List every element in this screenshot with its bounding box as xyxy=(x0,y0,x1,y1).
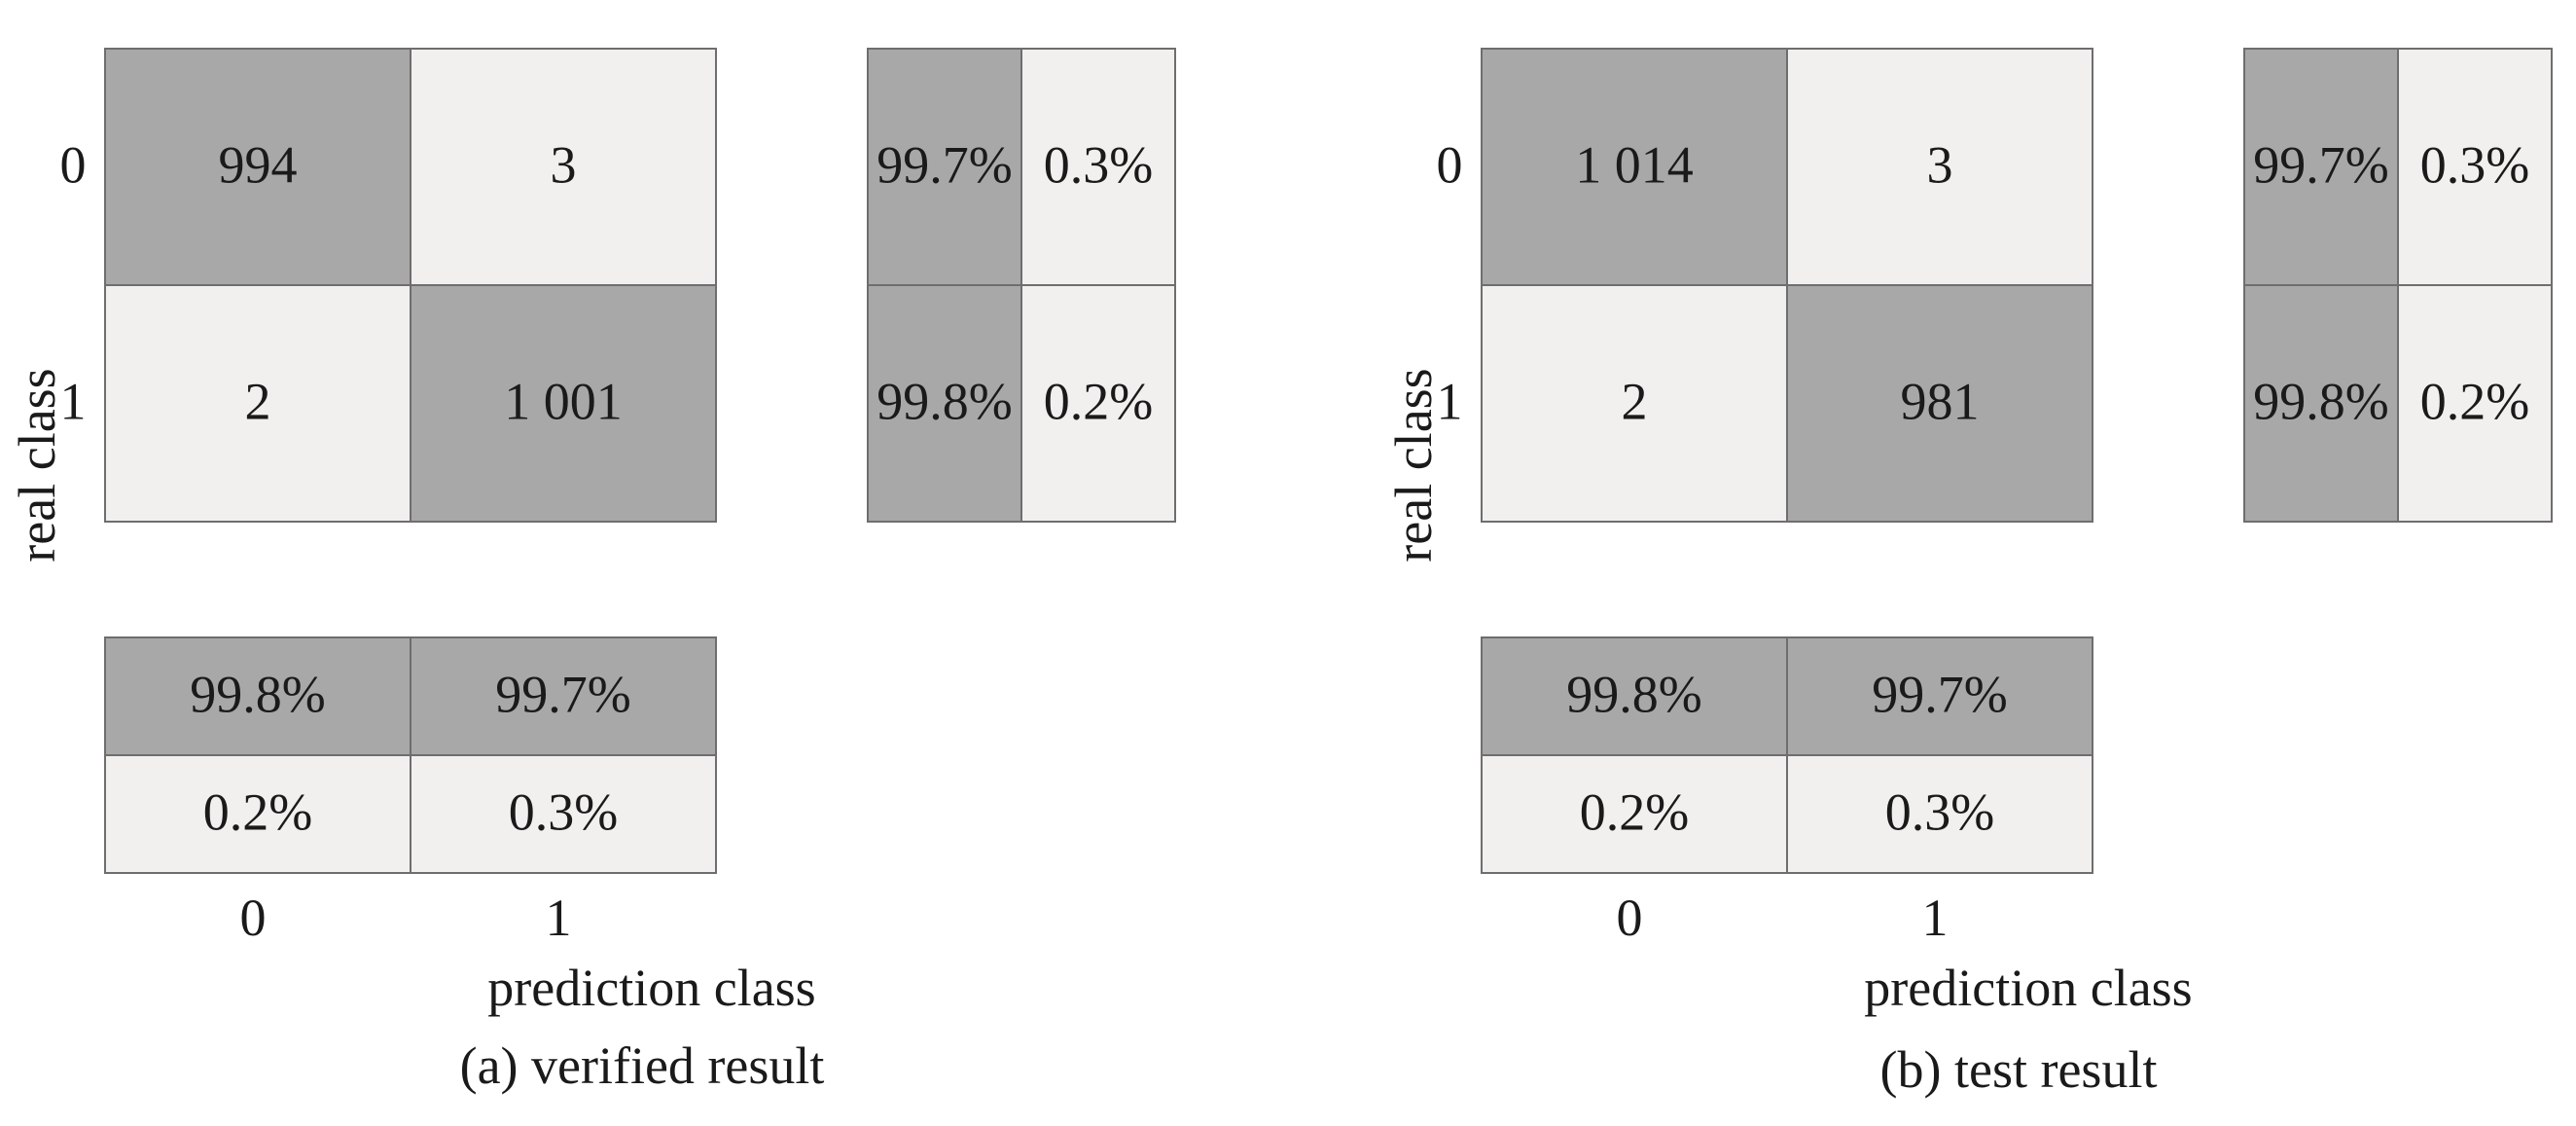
row-summary-cell-1-1 xyxy=(1020,284,1176,523)
row-tick-1: 1 xyxy=(60,373,87,431)
row-summary-cell-0-0 xyxy=(2243,48,2399,286)
col-summary-value-1-0: 0.2% xyxy=(1580,783,1689,842)
matrix-value-1-1: 981 xyxy=(1901,373,1980,431)
row-summary-value-1-1: 0.2% xyxy=(1044,373,1153,431)
y-axis-label: real class xyxy=(1384,368,1443,562)
panel-caption: (b) test result xyxy=(1880,1040,2158,1099)
matrix-cell-0-1 xyxy=(410,48,717,286)
col-summary-value-0-1: 99.7% xyxy=(1872,666,2007,724)
col-summary-cell-1-1 xyxy=(410,754,717,874)
panel-caption: (a) verified result xyxy=(460,1036,825,1095)
col-summary-value-0-1: 99.7% xyxy=(495,666,630,724)
col-summary-value-0-0: 99.8% xyxy=(190,666,325,724)
matrix-cell-0-0 xyxy=(1481,48,1788,286)
col-tick-0: 0 xyxy=(240,889,267,947)
row-tick-1: 1 xyxy=(1437,373,1463,431)
y-axis-label: real class xyxy=(8,368,66,562)
matrix-value-0-0: 994 xyxy=(219,136,298,195)
matrix-value-1-0: 2 xyxy=(1622,373,1648,431)
matrix-value-0-1: 3 xyxy=(551,136,577,195)
col-summary-value-1-1: 0.3% xyxy=(1885,783,1994,842)
row-tick-0: 0 xyxy=(1437,136,1463,195)
row-summary-value-0-0: 99.7% xyxy=(877,136,1012,195)
row-summary-cell-1-0 xyxy=(2243,284,2399,523)
col-summary-value-1-0: 0.2% xyxy=(203,783,312,842)
matrix-cell-0-0 xyxy=(104,48,411,286)
col-summary-cell-1-1 xyxy=(1786,754,2093,874)
row-summary-value-0-0: 99.7% xyxy=(2253,136,2388,195)
row-summary-cell-0-0 xyxy=(867,48,1022,286)
row-summary-value-1-0: 99.8% xyxy=(2253,373,2388,431)
matrix-cell-1-1 xyxy=(410,284,717,523)
row-summary-cell-0-1 xyxy=(2397,48,2553,286)
matrix-value-0-0: 1 014 xyxy=(1575,136,1694,195)
x-axis-label: prediction class xyxy=(1864,959,2192,1017)
col-tick-1: 1 xyxy=(1922,889,1949,947)
col-summary-cell-0-1 xyxy=(410,636,717,756)
row-summary-value-1-0: 99.8% xyxy=(877,373,1012,431)
col-summary-cell-1-0 xyxy=(1481,754,1788,874)
row-summary-cell-0-1 xyxy=(1020,48,1176,286)
col-summary-cell-0-0 xyxy=(1481,636,1788,756)
matrix-value-0-1: 3 xyxy=(1927,136,1953,195)
row-summary-cell-1-1 xyxy=(2397,284,2553,523)
row-summary-value-0-1: 0.3% xyxy=(1044,136,1153,195)
col-summary-value-1-1: 0.3% xyxy=(509,783,618,842)
matrix-cell-1-0 xyxy=(104,284,411,523)
row-tick-0: 0 xyxy=(60,136,87,195)
row-summary-cell-1-0 xyxy=(867,284,1022,523)
col-summary-value-0-0: 99.8% xyxy=(1566,666,1701,724)
col-summary-cell-0-1 xyxy=(1786,636,2093,756)
matrix-value-1-1: 1 001 xyxy=(504,373,623,431)
row-summary-value-0-1: 0.3% xyxy=(2420,136,2529,195)
row-summary-value-1-1: 0.2% xyxy=(2420,373,2529,431)
matrix-cell-0-1 xyxy=(1786,48,2093,286)
col-tick-0: 0 xyxy=(1617,889,1643,947)
panel-test-result: 1 014 3 2 981 99.7% 0.3% 99.8% 0.2% 99.8% 99.7% 0.… xyxy=(1384,48,2553,1099)
col-tick-1: 1 xyxy=(546,889,572,947)
x-axis-label: prediction class xyxy=(487,959,815,1017)
matrix-cell-1-0 xyxy=(1481,284,1788,523)
matrix-value-1-0: 2 xyxy=(245,373,271,431)
matrix-cell-1-1 xyxy=(1786,284,2093,523)
